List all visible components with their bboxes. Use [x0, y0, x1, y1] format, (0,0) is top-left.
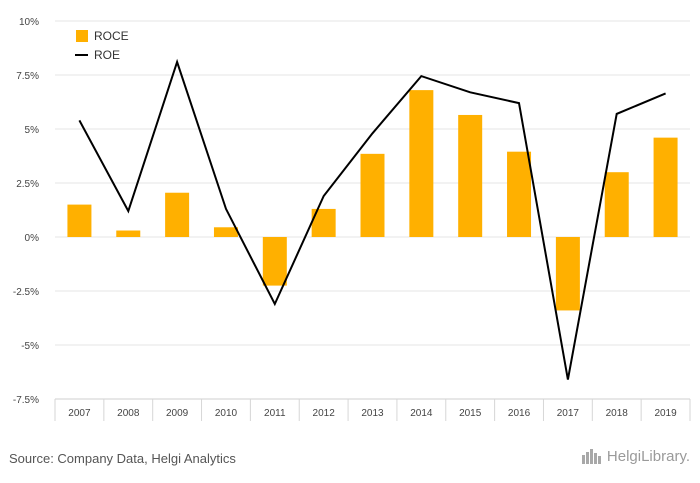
roce-bar — [458, 114, 483, 237]
roce-bar — [213, 227, 238, 237]
roce-bar — [507, 151, 532, 237]
x-tick-label: 2017 — [557, 408, 580, 419]
y-tick-label: -7.5% — [13, 395, 39, 406]
source-note: Source: Company Data, Helgi Analytics — [9, 451, 236, 466]
footer: Source: Company Data, Helgi Analytics He… — [0, 437, 700, 483]
x-tick-label: 2011 — [264, 408, 286, 419]
legend: ROCE ROE — [75, 29, 129, 62]
x-tick-label: 2014 — [410, 408, 433, 419]
roce-bar — [67, 204, 92, 237]
x-tick-label: 2010 — [215, 408, 238, 419]
roe-line — [78, 58, 666, 380]
legend-label-roe: ROE — [94, 48, 120, 62]
legend-swatch-roce — [76, 30, 88, 42]
y-tick-label: -5% — [21, 341, 39, 352]
roce-bar — [409, 90, 434, 238]
roce-bar — [262, 237, 287, 286]
x-tick-label: 2009 — [166, 408, 189, 419]
x-tick-label: 2012 — [313, 408, 336, 419]
x-tick-label: 2007 — [68, 408, 91, 419]
y-tick-label: 10% — [19, 17, 39, 28]
roce-bar — [555, 237, 580, 311]
chart: 10%7.5%5%2.5%0%-2.5%-5%-7.5% 2007 2008 200… — [13, 17, 691, 421]
roe-line-group — [78, 58, 666, 380]
y-tick-label: 5% — [25, 125, 40, 136]
y-tick-label: 0% — [25, 233, 40, 244]
x-tick-label: 2015 — [459, 408, 482, 419]
x-tick-label: 2019 — [654, 408, 677, 419]
legend-label-roce: ROCE — [94, 29, 129, 43]
y-tick-label: 2.5% — [16, 179, 39, 190]
roce-bar — [165, 192, 190, 237]
brand-logo[interactable]: HelgiLibrary. — [581, 447, 690, 465]
roce-bar — [116, 230, 141, 237]
y-tick-label: 7.5% — [16, 71, 39, 82]
y-axis-ticks: 10% 7.5% 5% 2.5% 0% -2.5% -5% -7.5% — [13, 17, 39, 406]
x-tick-label: 2018 — [606, 408, 629, 419]
brand-name: HelgiLibrary. — [606, 447, 690, 465]
roce-bar — [653, 137, 678, 237]
x-tick-label: 2016 — [508, 408, 531, 419]
x-tick-label: 2008 — [117, 408, 140, 419]
library-icon — [581, 449, 601, 464]
roce-bars — [67, 90, 678, 311]
x-axis: 2007 2008 2009 2010 2011 2012 2013 2014 2015 2016… — [54, 398, 691, 421]
x-tick-label: 2013 — [361, 408, 384, 419]
roce-bar — [360, 153, 385, 237]
y-tick-label: -2.5% — [13, 287, 39, 298]
roce-bar — [604, 172, 629, 237]
